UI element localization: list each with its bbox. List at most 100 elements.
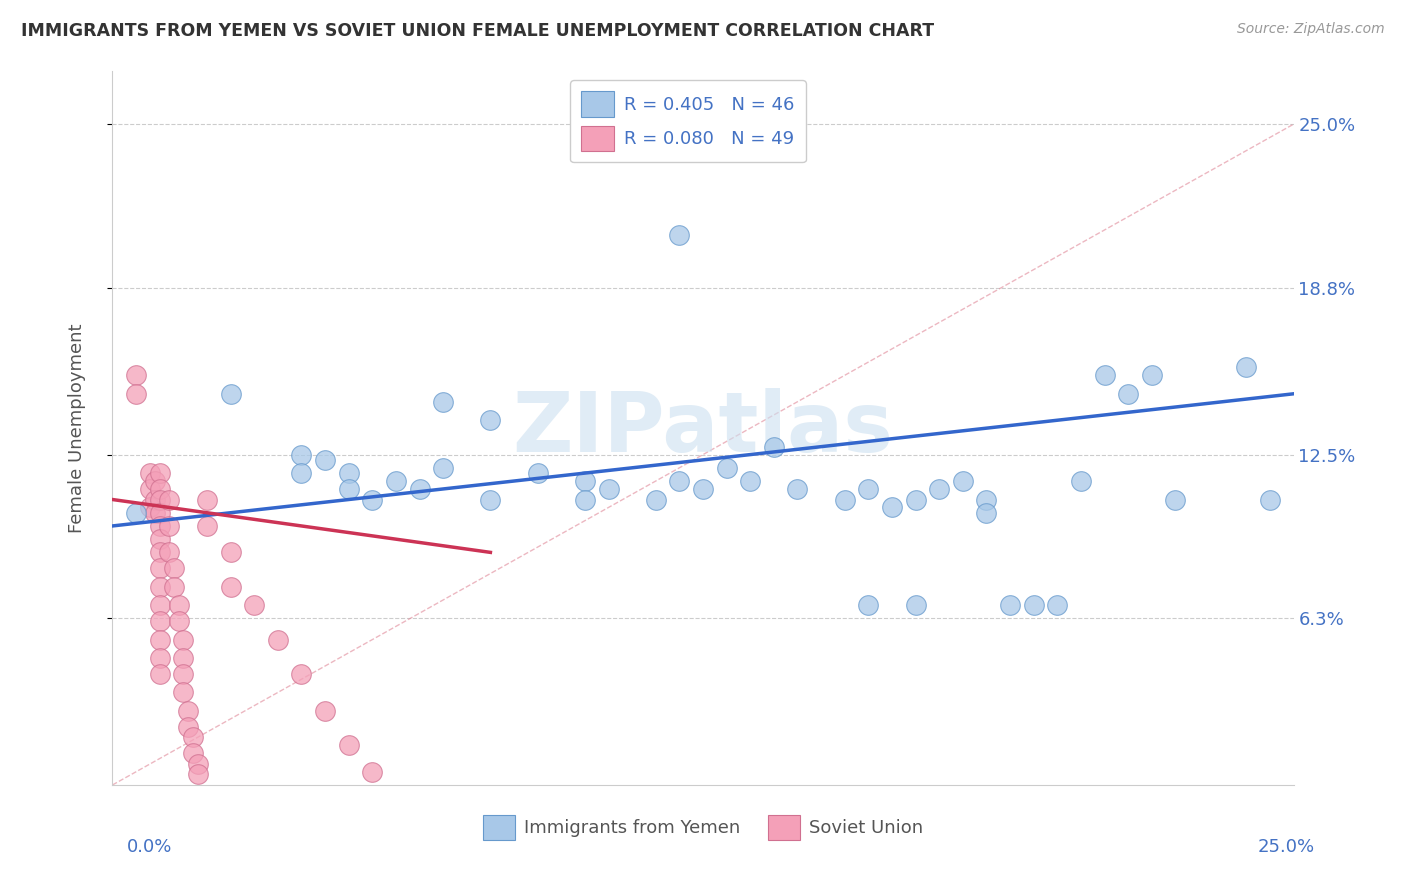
Point — [1258, 492, 1281, 507]
Text: ZIPatlas: ZIPatlas — [513, 388, 893, 468]
Point — [149, 614, 172, 628]
Point — [385, 474, 408, 488]
Point — [149, 667, 172, 681]
Point — [858, 482, 880, 496]
Point — [157, 545, 180, 559]
Point — [149, 651, 172, 665]
Point — [139, 500, 162, 515]
Point — [143, 474, 166, 488]
Point — [181, 746, 204, 760]
Point — [314, 453, 336, 467]
Point — [952, 474, 974, 488]
Point — [314, 704, 336, 718]
Point — [644, 492, 666, 507]
Text: IMMIGRANTS FROM YEMEN VS SOVIET UNION FEMALE UNEMPLOYMENT CORRELATION CHART: IMMIGRANTS FROM YEMEN VS SOVIET UNION FE… — [21, 22, 934, 40]
Point — [834, 492, 856, 507]
Point — [186, 756, 208, 771]
Point — [125, 506, 148, 520]
Point — [149, 599, 172, 613]
Point — [149, 632, 172, 647]
Point — [149, 532, 172, 546]
Point — [186, 767, 208, 781]
Point — [149, 466, 172, 480]
Point — [337, 466, 360, 480]
Point — [125, 368, 148, 383]
Point — [243, 599, 266, 613]
Point — [149, 506, 172, 520]
Point — [337, 482, 360, 496]
Point — [143, 506, 166, 520]
Point — [267, 632, 290, 647]
Point — [786, 482, 808, 496]
Point — [574, 492, 596, 507]
Point — [408, 482, 430, 496]
Text: 25.0%: 25.0% — [1257, 838, 1315, 856]
Point — [149, 492, 172, 507]
Point — [526, 466, 548, 480]
Point — [195, 519, 218, 533]
Point — [880, 500, 903, 515]
Point — [1140, 368, 1163, 383]
Point — [149, 545, 172, 559]
Point — [177, 720, 200, 734]
Point — [692, 482, 714, 496]
Point — [149, 519, 172, 533]
Text: 0.0%: 0.0% — [127, 838, 172, 856]
Point — [219, 580, 242, 594]
Point — [668, 228, 690, 243]
Point — [574, 474, 596, 488]
Point — [1094, 368, 1116, 383]
Point — [361, 764, 384, 779]
Point — [1046, 599, 1069, 613]
Point — [1070, 474, 1092, 488]
Point — [195, 492, 218, 507]
Text: Source: ZipAtlas.com: Source: ZipAtlas.com — [1237, 22, 1385, 37]
Point — [928, 482, 950, 496]
Point — [167, 614, 190, 628]
Point — [177, 704, 200, 718]
Point — [904, 599, 927, 613]
Point — [762, 440, 785, 454]
Point — [432, 394, 454, 409]
Point — [290, 667, 312, 681]
Point — [290, 466, 312, 480]
Point — [167, 599, 190, 613]
Point — [172, 651, 194, 665]
Legend: Immigrants from Yemen, Soviet Union: Immigrants from Yemen, Soviet Union — [475, 807, 931, 847]
Point — [149, 482, 172, 496]
Point — [1022, 599, 1045, 613]
Point — [976, 492, 998, 507]
Point — [125, 386, 148, 401]
Point — [219, 545, 242, 559]
Point — [172, 632, 194, 647]
Point — [976, 506, 998, 520]
Point — [163, 561, 186, 575]
Point — [157, 492, 180, 507]
Point — [149, 580, 172, 594]
Point — [1164, 492, 1187, 507]
Y-axis label: Female Unemployment: Female Unemployment — [67, 324, 86, 533]
Point — [668, 474, 690, 488]
Point — [163, 580, 186, 594]
Point — [143, 492, 166, 507]
Point — [432, 460, 454, 475]
Point — [716, 460, 738, 475]
Point — [149, 561, 172, 575]
Point — [181, 731, 204, 745]
Point — [998, 599, 1021, 613]
Point — [479, 413, 502, 427]
Point — [157, 519, 180, 533]
Point — [858, 599, 880, 613]
Point — [172, 685, 194, 699]
Point — [219, 386, 242, 401]
Point — [598, 482, 620, 496]
Point — [1234, 360, 1257, 375]
Point — [479, 492, 502, 507]
Point — [337, 739, 360, 753]
Point — [904, 492, 927, 507]
Point — [740, 474, 762, 488]
Point — [139, 482, 162, 496]
Point — [172, 667, 194, 681]
Point — [290, 448, 312, 462]
Point — [1116, 386, 1139, 401]
